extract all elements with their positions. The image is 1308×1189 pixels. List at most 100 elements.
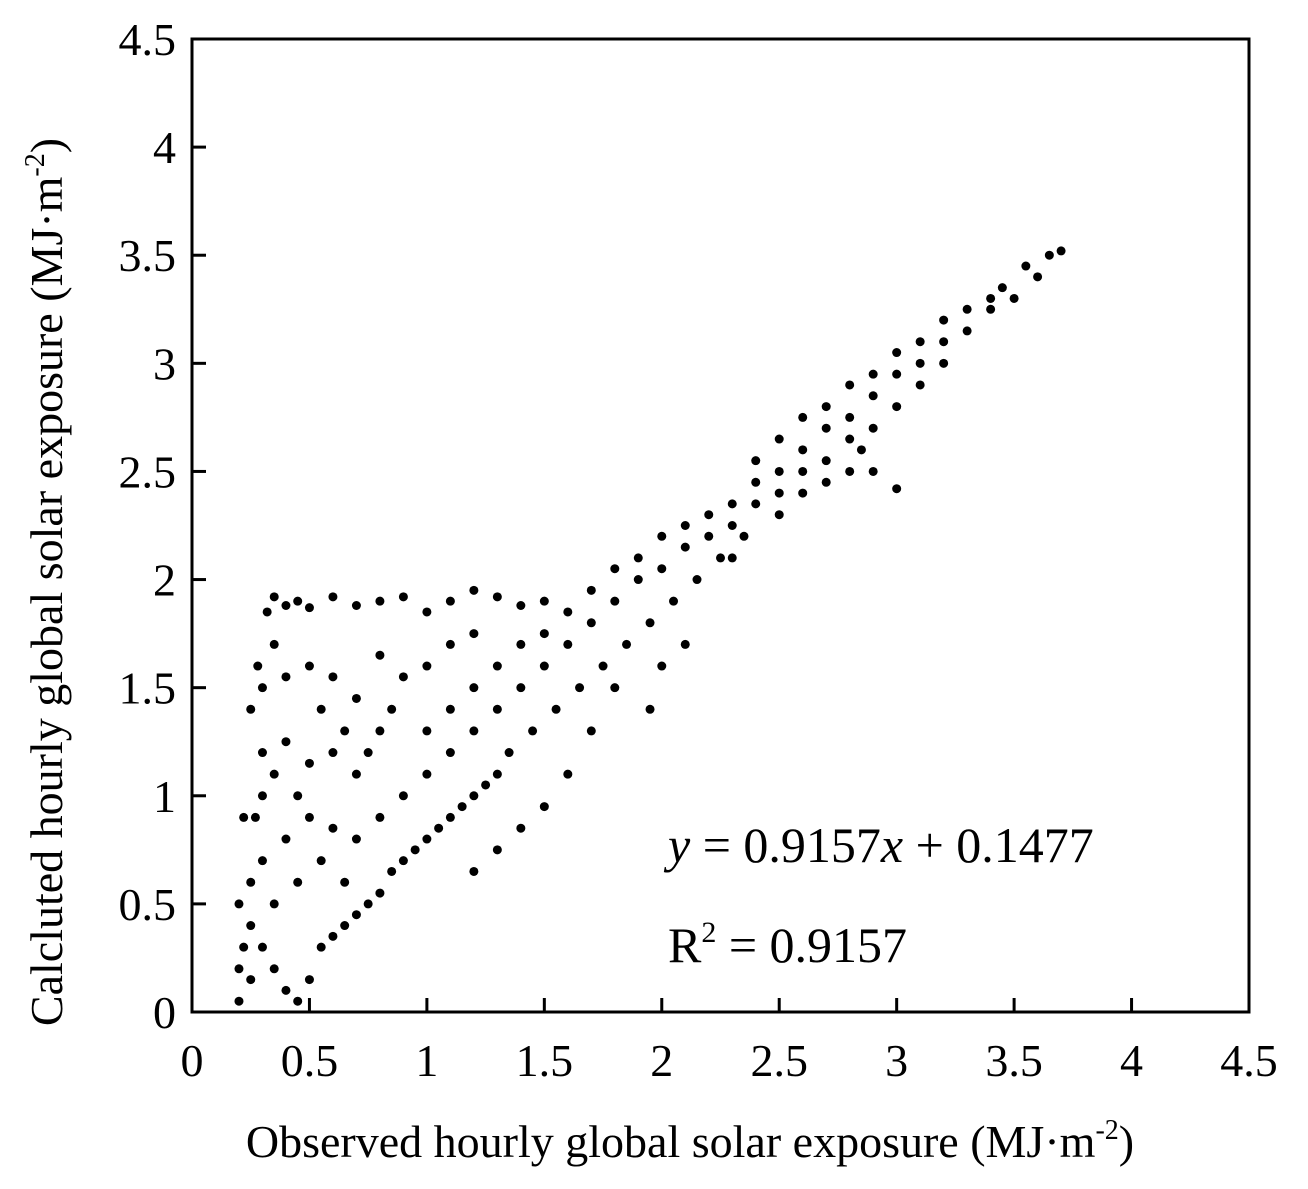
data-point — [422, 726, 432, 736]
data-point — [281, 672, 291, 682]
data-point — [645, 704, 655, 714]
data-point — [598, 661, 608, 671]
data-point — [868, 466, 878, 476]
data-point — [363, 748, 373, 758]
data-point — [445, 812, 455, 822]
data-point — [469, 726, 479, 736]
data-point — [551, 704, 561, 714]
regression-equation: y = 0.9157x + 0.1477 — [663, 817, 1094, 873]
plot-area-border — [190, 37, 1251, 1014]
data-point — [939, 358, 949, 368]
data-point — [774, 510, 784, 520]
y-tick-label: 1.5 — [119, 663, 177, 714]
data-point — [422, 769, 432, 779]
data-point — [469, 585, 479, 595]
data-point — [962, 304, 972, 314]
data-point — [821, 477, 831, 487]
data-point — [281, 601, 291, 611]
data-point — [422, 834, 432, 844]
data-point — [821, 423, 831, 433]
data-point — [727, 521, 737, 530]
data-point — [351, 769, 361, 779]
data-point — [798, 466, 808, 476]
data-point — [610, 564, 620, 574]
data-point — [422, 607, 432, 617]
data-point — [445, 704, 455, 714]
data-point — [398, 672, 408, 682]
data-point — [1009, 293, 1019, 303]
y-tick-label: 3.5 — [119, 230, 177, 281]
x-tick-label: 3.5 — [985, 1035, 1043, 1086]
data-point — [340, 877, 350, 887]
data-point — [375, 812, 385, 822]
data-point — [269, 964, 279, 974]
data-point — [328, 931, 338, 941]
data-point — [304, 812, 314, 822]
data-point — [492, 661, 502, 671]
data-point — [868, 391, 878, 401]
data-point — [986, 293, 996, 303]
data-point — [293, 596, 303, 606]
data-point — [398, 856, 408, 866]
data-point — [481, 780, 491, 790]
data-point — [669, 596, 679, 606]
data-point — [539, 596, 549, 606]
data-point — [798, 412, 808, 422]
data-point — [328, 592, 338, 602]
x-axis: 0 0.5 1 1.5 2 2.5 3 3.5 4 4.5 — [181, 998, 1278, 1086]
data-point — [539, 661, 549, 671]
data-point — [727, 499, 737, 509]
data-point — [239, 942, 249, 952]
data-point — [610, 683, 620, 693]
data-point — [892, 402, 902, 412]
data-point — [539, 802, 549, 812]
data-point — [375, 726, 385, 736]
data-point — [281, 834, 291, 844]
data-point — [234, 964, 244, 974]
data-point — [375, 888, 385, 898]
data-point — [645, 618, 655, 628]
data-point — [798, 445, 808, 455]
data-point — [492, 592, 502, 602]
data-point — [269, 639, 279, 649]
data-point — [516, 601, 526, 611]
data-point — [856, 445, 866, 455]
data-point — [328, 748, 338, 758]
data-point — [892, 348, 902, 358]
data-point — [774, 488, 784, 498]
y-tick-label: 4 — [153, 122, 176, 173]
data-point — [340, 726, 350, 736]
data-points — [234, 246, 1066, 1006]
data-point — [469, 791, 479, 801]
data-point — [253, 661, 263, 671]
x-tick-label: 4.5 — [1220, 1035, 1278, 1086]
data-point — [492, 704, 502, 714]
data-point — [868, 423, 878, 433]
data-point — [469, 683, 479, 693]
data-point — [915, 380, 925, 390]
y-tick-label: 0 — [153, 987, 176, 1038]
data-point — [469, 866, 479, 876]
data-point — [575, 683, 585, 693]
data-point — [845, 434, 855, 444]
data-point — [328, 672, 338, 682]
data-point — [316, 704, 326, 714]
data-point — [293, 791, 303, 801]
data-point — [739, 531, 749, 541]
x-tick-label: 4 — [1120, 1035, 1143, 1086]
y-tick-label: 2.5 — [119, 446, 177, 497]
data-point — [774, 434, 784, 444]
data-point — [845, 466, 855, 476]
data-point — [234, 899, 244, 909]
data-point — [351, 834, 361, 844]
data-point — [434, 823, 444, 833]
data-point — [422, 661, 432, 671]
data-point — [246, 975, 256, 985]
data-point — [1044, 250, 1054, 260]
y-axis-title: Calcluted hourly global solar exposure (… — [20, 138, 72, 1026]
data-point — [868, 369, 878, 379]
data-point — [939, 337, 949, 347]
y-tick-label: 0.5 — [119, 879, 177, 930]
data-point — [680, 521, 690, 530]
